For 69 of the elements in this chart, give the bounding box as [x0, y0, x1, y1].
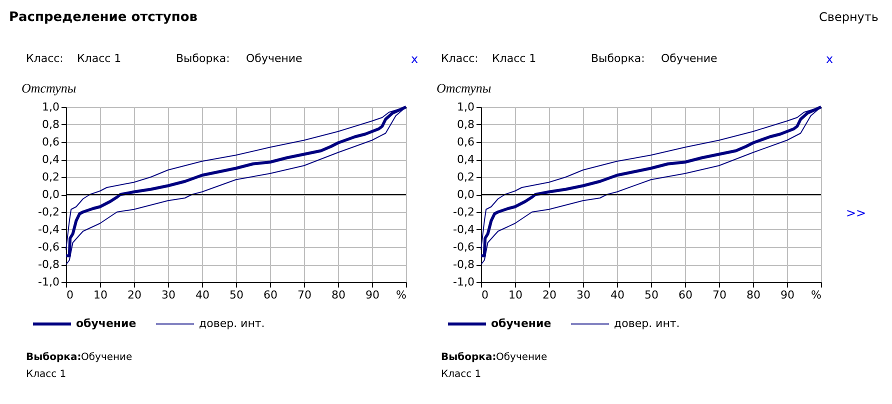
- y-axis-title: Отступы: [436, 80, 492, 96]
- x-tick-label: %: [811, 288, 822, 302]
- text: Обучение: [661, 52, 718, 65]
- text: Класс:: [26, 52, 64, 65]
- legend-label: обучение: [491, 317, 552, 330]
- y-tick-label: -0,8: [38, 258, 60, 271]
- x-tick-label: 60: [264, 288, 278, 302]
- y-tick-label: 0,4: [42, 153, 60, 166]
- y-tick-label: -0,8: [453, 258, 474, 271]
- text: >>: [846, 206, 866, 220]
- legend-label: обучение: [76, 317, 136, 330]
- text: Класс 1: [77, 52, 122, 65]
- y-tick-label: 1,0: [457, 100, 474, 114]
- y-axis-title: Отступы: [22, 80, 76, 96]
- x-tick-label: 10: [94, 288, 108, 302]
- x-tick-label: 90: [780, 288, 794, 302]
- y-tick-label: 0,0: [457, 188, 474, 201]
- x-tick-label: 30: [162, 288, 176, 302]
- x-tick-label: %: [396, 288, 406, 302]
- y-tick-label: 0,2: [42, 170, 60, 184]
- x-tick-label: 60: [678, 288, 692, 302]
- x-tick-label: 20: [128, 288, 142, 302]
- text: x: [411, 52, 418, 66]
- y-tick-label: -0,4: [38, 223, 60, 236]
- text: Обучение: [81, 352, 132, 363]
- text: Свернуть: [819, 10, 878, 24]
- text: Выборка:: [441, 352, 496, 363]
- text: Обучение: [496, 352, 548, 363]
- x-tick-label: 0: [66, 288, 74, 302]
- text: Класс 1: [441, 369, 482, 380]
- x-tick-label: 80: [746, 288, 760, 302]
- text: Выборка:: [176, 52, 230, 65]
- y-tick-label: 1,0: [42, 100, 60, 114]
- x-tick-label: 40: [196, 288, 210, 302]
- text: Класс:: [441, 52, 478, 65]
- x-tick-label: 50: [230, 288, 244, 302]
- y-tick-label: 0,8: [457, 118, 474, 131]
- x-tick-label: 70: [298, 288, 312, 302]
- text: Класс 1: [26, 369, 66, 380]
- x-tick-label: 10: [508, 288, 522, 302]
- x-tick-label: 40: [610, 288, 624, 302]
- x-tick-label: 30: [576, 288, 590, 302]
- y-tick-label: -0,2: [453, 206, 474, 218]
- y-tick-label: 0,6: [42, 136, 60, 148]
- y-tick-label: 0,4: [457, 153, 474, 166]
- y-tick-label: -0,6: [38, 240, 60, 254]
- y-tick-label: 0,2: [457, 170, 474, 184]
- x-tick-label: 70: [712, 288, 726, 302]
- legend-label: довер. инт.: [199, 317, 265, 330]
- y-tick-label: -0,6: [453, 240, 474, 254]
- text: Класс 1: [492, 52, 536, 65]
- y-tick-label: -0,2: [38, 206, 60, 218]
- text: Выборка:: [26, 352, 82, 363]
- y-tick-label: 0,0: [42, 188, 60, 201]
- y-tick-label: -0,4: [453, 223, 474, 236]
- x-tick-label: 80: [332, 288, 346, 302]
- x-tick-label: 50: [644, 288, 658, 302]
- legend-label: довер. инт.: [614, 317, 680, 330]
- x-tick-label: 90: [366, 288, 380, 302]
- text: x: [826, 52, 834, 66]
- x-tick-label: 20: [542, 288, 556, 302]
- y-tick-label: 0,6: [457, 136, 474, 148]
- y-tick-label: -1,0: [453, 276, 474, 288]
- text: Распределение отступов: [9, 10, 198, 25]
- text: Выборка:: [591, 52, 645, 65]
- y-tick-label: 0,8: [42, 118, 60, 131]
- text: Обучение: [246, 52, 303, 65]
- y-tick-label: -1,0: [38, 276, 60, 288]
- x-tick-label: 0: [482, 288, 488, 302]
